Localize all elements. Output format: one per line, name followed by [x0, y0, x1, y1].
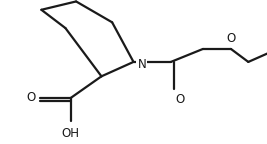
Text: OH: OH: [62, 127, 80, 140]
Text: N: N: [138, 58, 146, 71]
Text: O: O: [27, 91, 36, 104]
Text: O: O: [226, 32, 235, 45]
Text: O: O: [175, 93, 184, 106]
